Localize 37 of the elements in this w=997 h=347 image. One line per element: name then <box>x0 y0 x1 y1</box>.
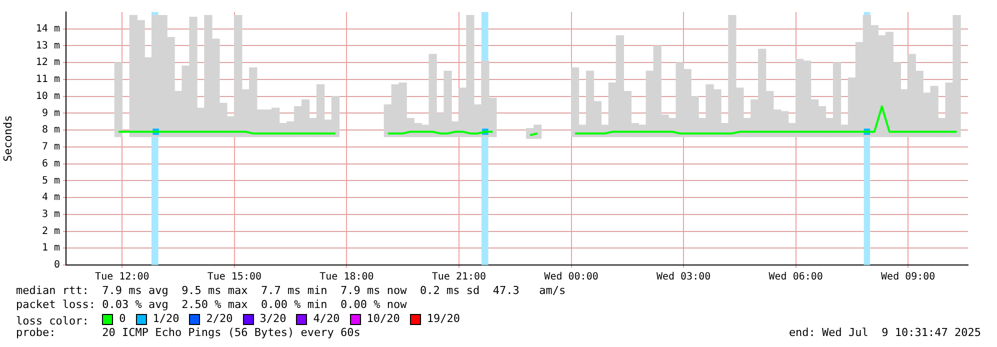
y-tick-label: 9 m <box>42 108 60 119</box>
text: end: Wed Jul 9 10:31:47 2025 <box>788 326 981 340</box>
text: median rtt: 7.9 ms avg 9.5 ms max 7.7 ms min 7.9 ms now 0.2 ms sd 47.3 am/s <box>16 284 566 298</box>
legend-label: 0 <box>118 312 126 326</box>
y-tick-label: 7 m <box>42 142 60 153</box>
y-tick-label: 8 m <box>42 124 60 136</box>
text: probe: 20 ICMP Echo Pings (56 Bytes) every 60s <box>16 326 360 340</box>
legend-label: 2/20 <box>205 312 233 326</box>
y-tick-label: 2 m <box>42 226 60 237</box>
x-tick-label: Tue 15:00 <box>207 272 262 283</box>
y-tick-label: 3 m <box>42 208 60 220</box>
legend-label: 3/20 <box>258 312 286 326</box>
x-tick-label: Wed 03:00 <box>656 272 711 283</box>
x-tick-label: Tue 18:00 <box>320 272 374 283</box>
y-tick-label: 1 m <box>42 242 60 254</box>
x-tick-label: Tue 21:00 <box>432 272 486 283</box>
x-tick-label: Wed 06:00 <box>768 272 823 283</box>
y-tick-label: 14 m <box>36 23 60 34</box>
bar <box>114 62 122 138</box>
x-tick-label: Tue 12:00 <box>95 272 150 283</box>
legend-label: 4/20 <box>312 312 340 326</box>
y-tick-label: 12 m <box>36 57 60 68</box>
y-axis-title: Seconds <box>1 115 14 162</box>
y-tick-label: 6 m <box>42 158 60 170</box>
y-tick-label: 11 m <box>36 74 60 86</box>
y-tick-label: 4 m <box>42 192 60 204</box>
legend-title: loss color: <box>16 314 89 328</box>
legend-label: 1/20 <box>152 312 180 326</box>
y-tick-label: 5 m <box>42 175 60 186</box>
y-tick-label: 13 m <box>36 40 60 52</box>
y-tick-label: 0 <box>54 260 60 271</box>
text: packet loss: 0.03 % avg 2.50 % max 0.00 % min 0.00 % now <box>16 298 407 312</box>
x-tick-label: Wed 09:00 <box>881 272 936 283</box>
y-tick-label: 10 m <box>36 90 60 102</box>
legend-label: 19/20 <box>426 312 460 326</box>
x-tick-label: Wed 00:00 <box>544 272 598 283</box>
legend-label: 10/20 <box>366 312 400 326</box>
